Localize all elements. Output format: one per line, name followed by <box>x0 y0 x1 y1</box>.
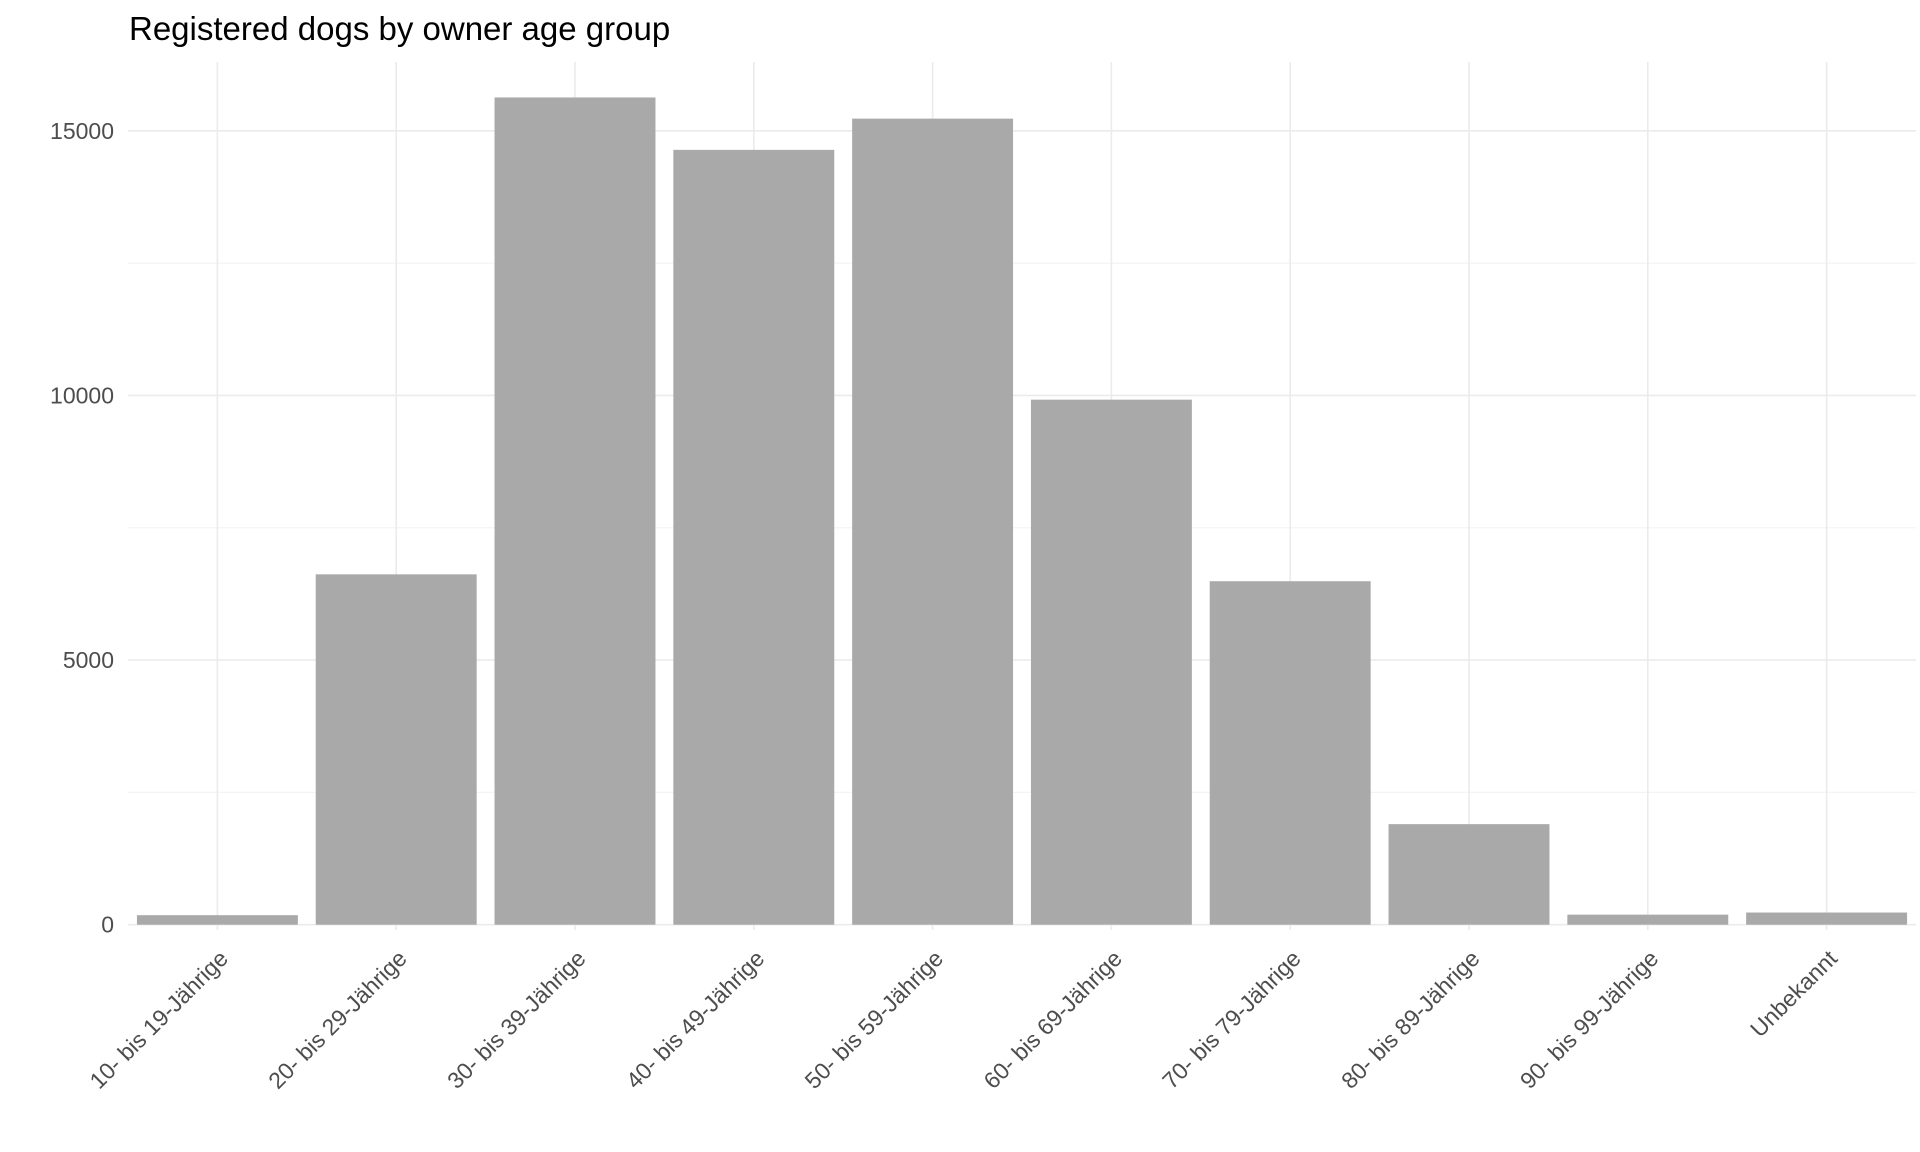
bar <box>1388 824 1550 925</box>
chart-title: Registered dogs by owner age group <box>129 10 670 47</box>
y-tick-label: 10000 <box>50 382 114 408</box>
bar <box>494 97 656 925</box>
bar <box>1746 912 1908 925</box>
y-tick-label: 5000 <box>63 647 114 673</box>
bar <box>852 118 1014 925</box>
y-tick-label: 15000 <box>50 118 114 144</box>
y-tick-label: 0 <box>101 912 114 938</box>
bar <box>1209 581 1371 925</box>
bar <box>315 574 477 925</box>
bar <box>1030 399 1192 925</box>
bar <box>136 915 298 925</box>
y-axis: 0 5000 10000 15000 <box>50 118 114 938</box>
bar <box>1567 914 1729 925</box>
bars-layer <box>136 97 1908 925</box>
bar <box>673 149 835 925</box>
